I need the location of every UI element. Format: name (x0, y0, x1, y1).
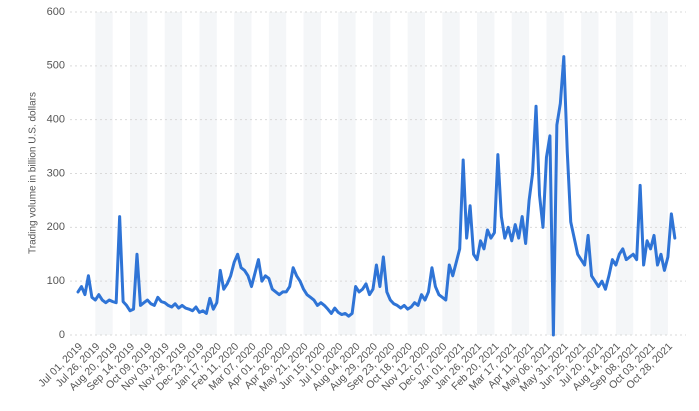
y-axis-label: Trading volume in billion U.S. dollars (28, 92, 39, 254)
y-tick-label: 400 (47, 114, 65, 126)
background-band (164, 12, 183, 335)
y-tick-label: 500 (47, 60, 65, 72)
y-tick-label: 100 (47, 275, 65, 287)
y-tick-label: 600 (47, 6, 65, 18)
background-band (130, 12, 148, 335)
y-tick-label: 0 (59, 329, 65, 341)
background-band (199, 12, 217, 335)
background-band (268, 12, 287, 335)
data-line (76, 55, 677, 337)
background-band (95, 12, 113, 335)
y-tick-label: 200 (47, 221, 65, 233)
background-band (303, 12, 321, 335)
y-tick-label: 300 (47, 167, 65, 179)
